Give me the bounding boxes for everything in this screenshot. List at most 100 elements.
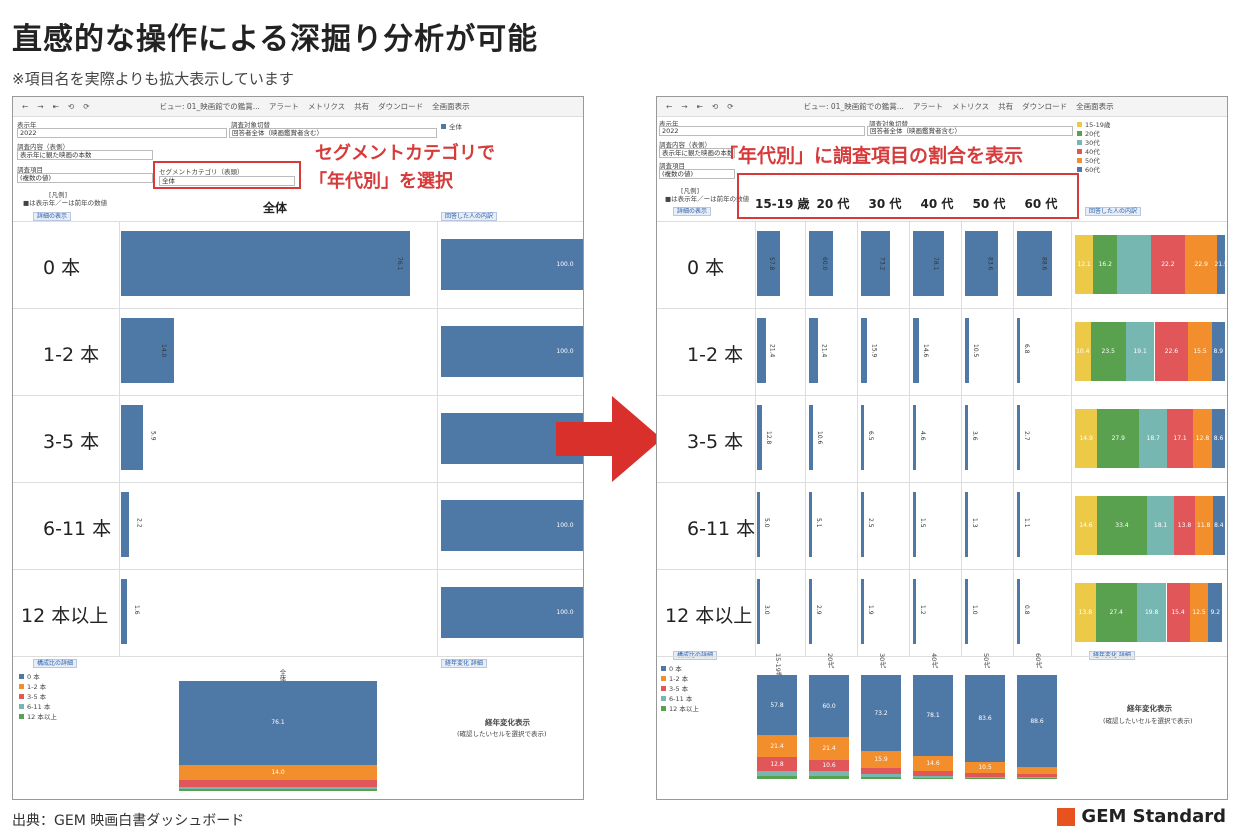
bar-value-label: 2.2 <box>135 518 143 528</box>
forward-icon[interactable]: → <box>37 102 44 111</box>
bar-value-label: 1.9 <box>867 605 874 615</box>
stack-segment: 60.0 <box>809 675 849 738</box>
back-icon[interactable]: ← <box>666 102 673 111</box>
year-select[interactable]: 2022 <box>659 126 865 136</box>
content-select[interactable]: 表示年に観た映画の本数 <box>17 150 153 160</box>
col-divider <box>961 221 962 308</box>
row-divider <box>13 308 583 309</box>
legend-label: 20代 <box>1085 130 1100 138</box>
compare-link[interactable]: 回答した人の内訳 <box>441 212 498 221</box>
bar <box>861 492 864 557</box>
row-divider <box>13 395 583 396</box>
brand-logo: GEM Standard <box>1057 806 1226 827</box>
share-segment: 8.9 <box>1211 322 1225 381</box>
revert-icon[interactable]: ⟲ <box>711 102 719 111</box>
stack-segment <box>913 777 953 779</box>
item-select[interactable]: (複数の値) <box>17 173 153 183</box>
year-select[interactable]: 2022 <box>17 128 227 138</box>
column-header: 50 代 <box>972 197 1006 211</box>
fullscreen-button[interactable]: 全画面表示 <box>1076 102 1114 111</box>
brand-mark-icon <box>1057 807 1076 826</box>
share-segment: 9.2 <box>1208 583 1223 642</box>
row-label: 0 本 <box>687 257 725 279</box>
row-divider <box>657 482 1227 483</box>
bar-value-label: 1.3 <box>971 518 978 528</box>
back-icon[interactable]: ← <box>22 102 29 111</box>
legend-label: 1-2 本 <box>27 683 47 691</box>
metrics-button[interactable]: メトリクス <box>951 102 990 111</box>
col-divider <box>1071 221 1072 656</box>
fullscreen-button[interactable]: 全画面表示 <box>432 102 470 111</box>
composition-link[interactable]: 構成比の詳細 <box>673 651 718 660</box>
bar-value-label: 2.7 <box>1023 431 1030 441</box>
legend-swatch <box>661 685 666 691</box>
stack-segment: 21.4 <box>809 737 849 760</box>
view-button[interactable]: ビュー: 01_映画館での鑑賞... <box>159 102 260 111</box>
legend-item: 12 本以上 <box>19 711 57 721</box>
trend-hint: (確認したいセルを選択で表示) <box>1103 717 1193 725</box>
brand-name: GEM Standard <box>1081 806 1226 827</box>
trend-link[interactable]: 経年変化 詳細 <box>441 659 487 668</box>
segment-select[interactable]: 全体 <box>159 176 295 186</box>
detail-link[interactable]: 詳細の表示 <box>33 212 72 221</box>
col-divider <box>857 395 858 482</box>
bar-value-label: 14.0 <box>160 344 168 358</box>
download-button[interactable]: ダウンロード <box>1022 102 1068 111</box>
content-label: 調査内容（表側） <box>17 143 69 151</box>
download-button[interactable]: ダウンロード <box>378 102 424 111</box>
share-segment: 8.4 <box>1212 496 1226 555</box>
stack-segment <box>913 771 953 777</box>
bar <box>121 579 128 644</box>
alert-button[interactable]: アラート <box>268 102 299 111</box>
share-segment: 22.6 <box>1154 322 1189 381</box>
stack-col-label: 15-19歳 <box>774 653 782 679</box>
legend-item: 0 本 <box>19 671 40 681</box>
refresh-icon[interactable]: ⟳ <box>727 102 734 111</box>
legend-swatch <box>1077 121 1082 127</box>
bar <box>1017 231 1053 296</box>
column-header: 60 代 <box>1024 197 1058 211</box>
compare-link[interactable]: 回答した人の内訳 <box>1085 207 1142 216</box>
revert-icon[interactable]: ⟲ <box>67 102 75 111</box>
share-segment: 33.4 <box>1096 496 1147 555</box>
share-segment: 8.6 <box>1212 409 1225 468</box>
first-icon[interactable]: ⇤ <box>52 102 59 111</box>
target-select[interactable]: 回答者全体（映画鑑賞者含む） <box>867 126 1073 136</box>
view-button[interactable]: ビュー: 01_映画館での鑑賞... <box>803 102 904 111</box>
col-divider <box>909 221 910 308</box>
stack-segment <box>965 776 1005 778</box>
first-icon[interactable]: ⇤ <box>696 102 703 111</box>
bar <box>965 492 968 557</box>
composition-link[interactable]: 構成比の詳細 <box>33 659 78 668</box>
item-select[interactable]: (複数の値) <box>659 169 735 179</box>
source-note: 出典：GEM 映画白書ダッシュボード <box>12 813 245 829</box>
legend-label: 0 本 <box>27 673 40 681</box>
target-label: 調査対象切替 <box>869 120 908 128</box>
share-segment: 15.5 <box>1188 322 1212 381</box>
detail-link[interactable]: 詳細の表示 <box>673 207 712 216</box>
metrics-button[interactable]: メトリクス <box>307 102 346 111</box>
column-header: 30 代 <box>868 197 902 211</box>
share-segment: 12.1 <box>1075 235 1094 294</box>
alert-button[interactable]: アラート <box>912 102 943 111</box>
bar <box>757 405 763 470</box>
legend-swatch <box>661 695 666 701</box>
col-divider <box>857 569 858 656</box>
content-select[interactable]: 表示年に観た映画の本数 <box>659 148 735 158</box>
forward-icon[interactable]: → <box>681 102 688 111</box>
target-select[interactable]: 回答者全体（映画鑑賞者含む） <box>229 128 437 138</box>
legend-label: 40代 <box>1085 148 1100 156</box>
share-button[interactable]: 共有 <box>998 102 1014 111</box>
bar <box>809 492 812 557</box>
trend-title: 経年変化表示 <box>485 718 530 727</box>
share-button[interactable]: 共有 <box>354 102 370 111</box>
legend-label: [凡例] <box>49 191 68 199</box>
refresh-icon[interactable]: ⟳ <box>83 102 90 111</box>
bar <box>757 492 760 557</box>
stack-col-label: 60代 <box>1034 653 1042 668</box>
col-divider <box>909 482 910 569</box>
row-divider <box>657 308 1227 309</box>
bar-value-label: 2.9 <box>815 605 822 615</box>
dashboard-left: ← → ⇤ ⟲ ⟳ ビュー: 01_映画館での鑑賞... アラート メトリクス … <box>12 96 584 800</box>
trend-link[interactable]: 経年変化 詳細 <box>1089 651 1135 660</box>
